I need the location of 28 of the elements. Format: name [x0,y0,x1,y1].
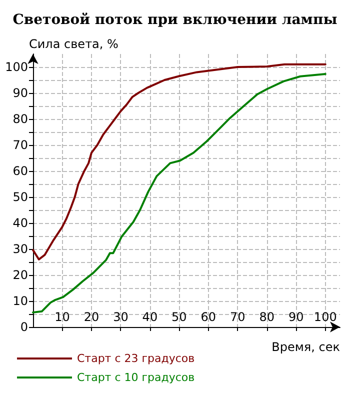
y-tick-label: 60 [12,164,28,178]
y-tick-label: 90 [12,86,28,100]
x-tick-label: 70 [230,310,246,324]
y-tick-label: 10 [12,294,28,308]
line-series [32,73,326,314]
y-tick-label: 40 [12,216,28,230]
y-tick-label: 50 [12,190,28,204]
chart-title: Световой поток при включении лампы [12,12,338,28]
legend-label: Старт с 10 градусов [77,371,195,384]
x-tick-label: 30 [113,310,128,324]
y-tick-label: 0 [20,320,28,334]
legend-label: Старт с 23 градусов [77,352,195,365]
line-series [32,63,326,260]
x-tick-label: 60 [200,310,216,324]
y-tick-label: 70 [12,138,28,152]
x-tick-label: 50 [172,310,187,324]
x-axis-title: Время, сек [272,340,340,354]
x-tick-label: 80 [259,310,275,324]
x-tick-label: 10 [54,310,70,324]
y-tick-label: 30 [12,242,28,256]
y-tick-label: 80 [12,112,28,126]
x-tick-label: 90 [288,310,304,324]
x-tick-label: 100 [314,310,337,324]
x-tick-label: 20 [84,310,100,324]
y-axis-title: Сила света, % [29,37,118,51]
y-tick-label: 100 [5,60,28,74]
x-tick-label: 40 [142,310,158,324]
y-tick-label: 20 [12,268,28,282]
